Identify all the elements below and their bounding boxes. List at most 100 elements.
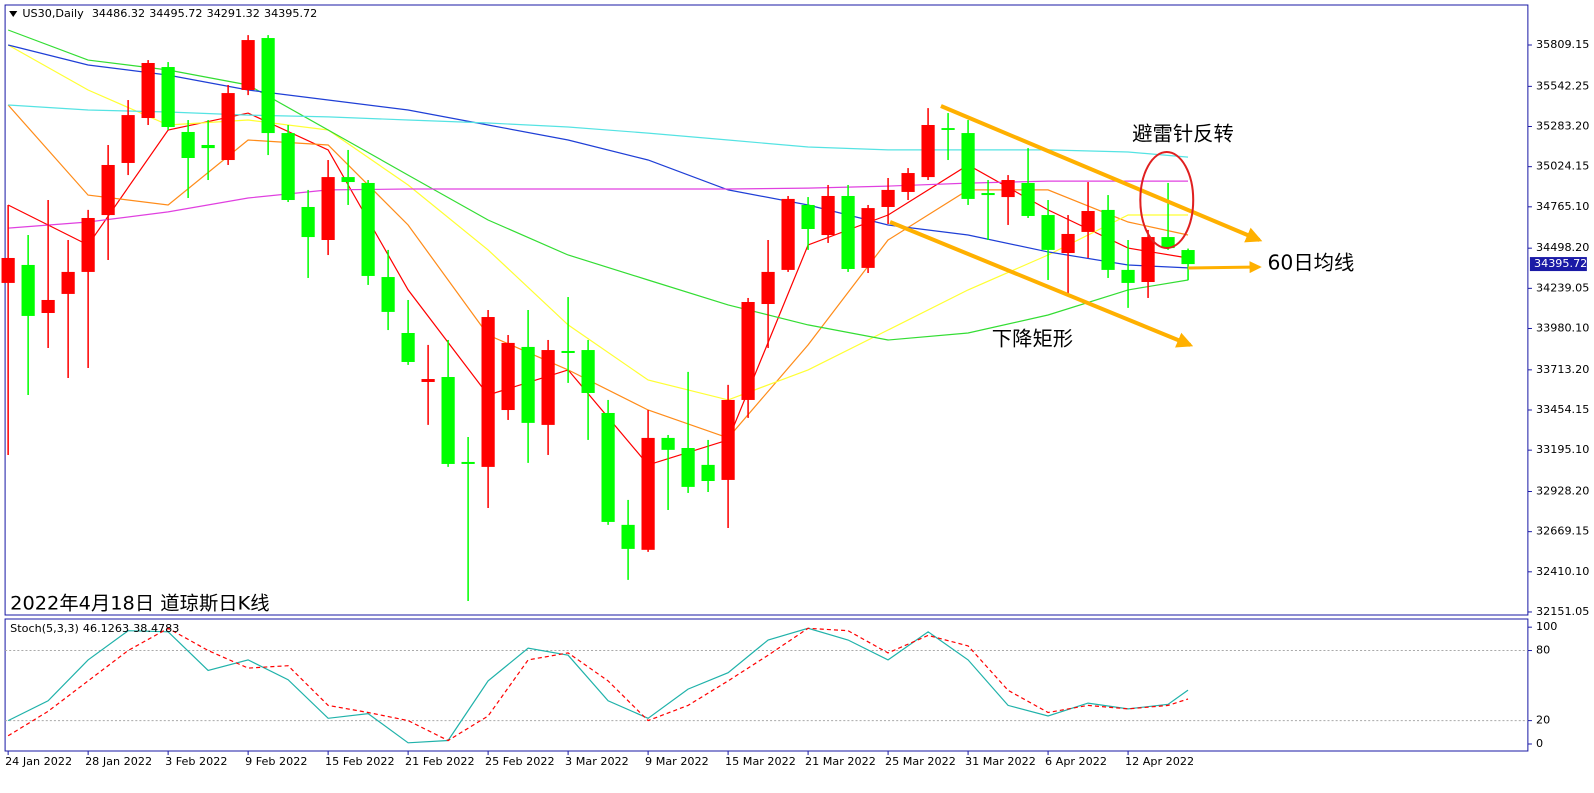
candle-body (1021, 182, 1035, 216)
y-tick-label: 80 (1536, 644, 1550, 657)
x-tick-label: 3 Feb 2022 (165, 755, 227, 768)
y-tick-label: 35809.15 (1536, 38, 1589, 51)
x-tick-label: 24 Jan 2022 (5, 755, 72, 768)
x-tick-label: 3 Mar 2022 (565, 755, 629, 768)
candle-body (121, 115, 135, 163)
price-panel (4, 4, 1529, 616)
candle-body (441, 377, 455, 464)
x-tick-label: 15 Mar 2022 (725, 755, 796, 768)
candle-body (601, 412, 615, 522)
candle-body (101, 164, 115, 216)
stoch-k-value: 46.1263 (83, 622, 129, 635)
annotation: 60日均线 (1267, 251, 1354, 275)
y-tick-label: 34765.10 (1536, 200, 1589, 213)
y-tick-label: 33713.20 (1536, 363, 1589, 376)
x-tick-label: 25 Feb 2022 (485, 755, 555, 768)
candle-body (341, 177, 355, 183)
chart-header: US30,Daily 34486.32 34495.72 34291.32 34395.… (22, 7, 317, 20)
plot-area: 35809.15 35542.25 35283.20 35024.15 34765.10… (1, 29, 1589, 768)
x-tick-label: 9 Feb 2022 (245, 755, 307, 768)
x-tick-label: 25 Mar 2022 (885, 755, 956, 768)
stoch-panel (4, 618, 1529, 752)
candle-body (1141, 237, 1155, 283)
trend-arrow-lower (889, 220, 1194, 348)
candle-body (641, 437, 655, 550)
candle-body (521, 346, 535, 423)
y-tick-label: 33980.10 (1536, 322, 1589, 335)
x-tick-label: 21 Feb 2022 (405, 755, 475, 768)
candle-body (461, 461, 475, 464)
low-value: 34291.32 (207, 7, 260, 20)
annotation: 下降矩形 (992, 327, 1073, 351)
candle-body (361, 182, 375, 276)
candle-body (41, 299, 55, 313)
candle-body (481, 317, 495, 467)
candle-body (501, 342, 515, 411)
last-price-label: 34395.72 (1534, 257, 1587, 270)
candle-body (741, 301, 755, 400)
ma-arrow (1188, 261, 1262, 274)
stoch-d-value: 38.4783 (133, 622, 179, 635)
candle-body (221, 93, 235, 161)
candle-body (781, 198, 795, 270)
candle-body (81, 217, 95, 272)
caption: 2022年4月18日 道琼斯日K线 (10, 592, 269, 615)
candle-body (861, 208, 875, 268)
candle-body (1041, 215, 1055, 250)
candle-body (261, 38, 275, 134)
x-tick-label: 9 Mar 2022 (645, 755, 709, 768)
y-tick-label: 33454.15 (1536, 403, 1589, 416)
y-tick-label: 33195.10 (1536, 443, 1589, 456)
stoch-line (7, 627, 1189, 744)
annotations: 避雷针反转 60日均线 下降矩形 2022年4月18日 道琼斯日K线 (10, 104, 1354, 615)
candle-body (921, 124, 935, 178)
x-tick-label: 21 Mar 2022 (805, 755, 876, 768)
candle-body (901, 173, 915, 192)
candle-body (61, 271, 75, 294)
stoch-header: Stoch(5,3,3) 46.1263 38.4783 (10, 622, 179, 635)
highlight-ellipse (1139, 151, 1195, 249)
candle-body (981, 193, 995, 196)
candle-body (161, 67, 175, 128)
menu-icon (9, 11, 18, 17)
candle-body (1, 257, 15, 283)
x-tick-label: 6 Apr 2022 (1045, 755, 1107, 768)
y-tick-label: 32410.10 (1536, 565, 1589, 578)
candle-body (841, 195, 855, 269)
candle-body (1101, 209, 1115, 270)
candle-body (701, 464, 715, 482)
candle-body (241, 40, 255, 90)
candle-body (881, 189, 895, 207)
candle-body (801, 204, 815, 229)
candle-body (1001, 180, 1015, 198)
y-tick-label: 35024.15 (1536, 160, 1589, 173)
candle-body (281, 133, 295, 201)
candle-body (961, 133, 975, 199)
high-value: 34495.72 (149, 7, 202, 20)
trend-arrow-upper (940, 104, 1263, 243)
y-tick-label: 35542.25 (1536, 79, 1589, 92)
stoch-line (7, 627, 1189, 742)
candle-body (761, 271, 775, 305)
candle-body (581, 350, 595, 393)
y-tick-label: 20 (1536, 714, 1550, 727)
candle-body (661, 437, 675, 450)
y-tick-label: 34498.20 (1536, 241, 1589, 254)
x-tick-label: 31 Mar 2022 (965, 755, 1036, 768)
y-tick-label: 34239.05 (1536, 281, 1589, 294)
candle-body (1121, 269, 1135, 283)
candle-body (301, 206, 315, 238)
moving-average (8, 104, 1189, 158)
candle-body (141, 62, 155, 119)
candle-body (621, 524, 635, 549)
candle-body (401, 332, 415, 362)
y-tick-label: 35283.20 (1536, 120, 1589, 133)
candle-body (721, 399, 735, 480)
candle-body (1161, 237, 1175, 249)
candle-body (181, 131, 195, 159)
y-tick-label: 32928.20 (1536, 485, 1589, 498)
y-tick-label: 32151.05 (1536, 605, 1589, 618)
y-tick-label: 32669.15 (1536, 525, 1589, 538)
candle-body (201, 144, 215, 149)
